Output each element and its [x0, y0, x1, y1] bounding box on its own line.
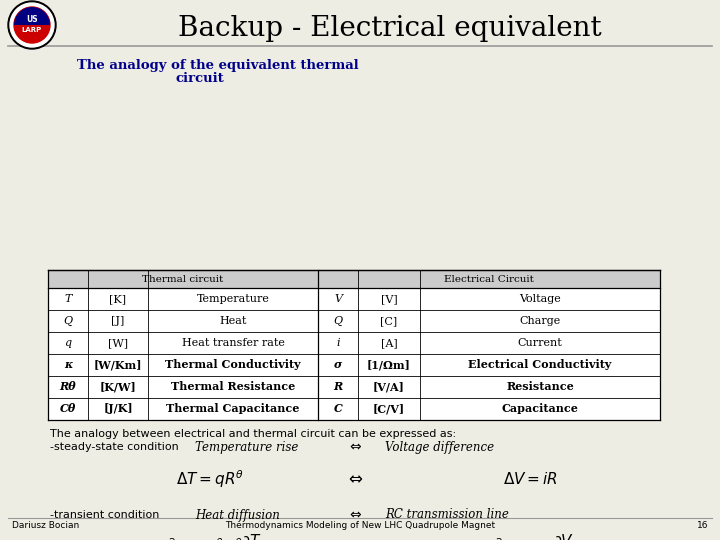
- Circle shape: [10, 3, 54, 47]
- Text: [K/W]: [K/W]: [99, 381, 136, 393]
- Bar: [318, 270, 660, 288]
- Text: [V/A]: [V/A]: [373, 381, 405, 393]
- Text: Thermal Conductivity: Thermal Conductivity: [165, 360, 301, 370]
- Text: Temperature: Temperature: [197, 294, 269, 304]
- Text: Resistance: Resistance: [506, 381, 574, 393]
- Text: V: V: [334, 294, 342, 304]
- Circle shape: [14, 7, 50, 43]
- Bar: [48, 376, 660, 398]
- Text: Heat transfer rate: Heat transfer rate: [181, 338, 284, 348]
- Text: Heat diffusion: Heat diffusion: [195, 509, 280, 522]
- Text: C: C: [333, 403, 343, 415]
- Bar: [48, 354, 660, 376]
- Text: σ: σ: [334, 360, 342, 370]
- Text: The analogy of the equivalent thermal: The analogy of the equivalent thermal: [77, 59, 359, 72]
- Text: [1/Ωm]: [1/Ωm]: [367, 360, 411, 370]
- Text: Electrical Circuit: Electrical Circuit: [444, 274, 534, 284]
- Text: Cθ: Cθ: [60, 403, 76, 415]
- Bar: [48, 332, 660, 354]
- Text: T: T: [64, 294, 72, 304]
- Text: Backup - Electrical equivalent: Backup - Electrical equivalent: [178, 15, 602, 42]
- Text: [W]: [W]: [108, 338, 128, 348]
- Text: Dariusz Bocian: Dariusz Bocian: [12, 522, 79, 530]
- Text: ⇔: ⇔: [349, 508, 361, 522]
- Text: Heat: Heat: [220, 316, 247, 326]
- Text: Thermal Resistance: Thermal Resistance: [171, 381, 295, 393]
- Text: [V]: [V]: [381, 294, 397, 304]
- Text: Temperature rise: Temperature rise: [195, 441, 298, 454]
- Text: Capacitance: Capacitance: [502, 403, 578, 415]
- Text: US: US: [26, 16, 38, 24]
- Text: [A]: [A]: [381, 338, 397, 348]
- Text: q: q: [64, 338, 71, 348]
- Text: The analogy between electrical and thermal circuit can be expressed as:: The analogy between electrical and therm…: [50, 429, 456, 439]
- Text: Thermal circuit: Thermal circuit: [143, 274, 224, 284]
- Text: Rθ: Rθ: [60, 381, 76, 393]
- Text: Voltage: Voltage: [519, 294, 561, 304]
- Text: Voltage difference: Voltage difference: [385, 441, 494, 454]
- Text: Electrical Conductivity: Electrical Conductivity: [468, 360, 612, 370]
- Text: $\Delta T = qR^{\theta}$: $\Delta T = qR^{\theta}$: [176, 468, 244, 490]
- Text: -steady-state condition: -steady-state condition: [50, 442, 179, 452]
- Text: i: i: [336, 338, 340, 348]
- Bar: [48, 270, 318, 288]
- Text: circuit: circuit: [176, 71, 225, 84]
- Text: ⇔: ⇔: [348, 470, 362, 488]
- Text: -transient condition: -transient condition: [50, 510, 159, 520]
- Circle shape: [8, 1, 56, 49]
- Text: Q: Q: [63, 316, 73, 326]
- Text: Thermal Capacitance: Thermal Capacitance: [166, 403, 300, 415]
- Text: [J]: [J]: [112, 316, 125, 326]
- Text: Current: Current: [518, 338, 562, 348]
- Text: LARP: LARP: [22, 27, 42, 33]
- Text: Thermodynamics Modeling of New LHC Quadrupole Magnet: Thermodynamics Modeling of New LHC Quadr…: [225, 522, 495, 530]
- Text: RC transmission line: RC transmission line: [385, 509, 509, 522]
- Bar: [48, 310, 660, 332]
- Text: $\nabla^2 T = R^{\theta}C^{\theta}\dfrac{\partial T}{\partial t}$: $\nabla^2 T = R^{\theta}C^{\theta}\dfrac…: [158, 532, 261, 540]
- Bar: [48, 288, 660, 310]
- Text: [W/Km]: [W/Km]: [94, 360, 143, 370]
- Text: κ: κ: [64, 360, 72, 370]
- Text: Charge: Charge: [519, 316, 561, 326]
- Text: 16: 16: [696, 522, 708, 530]
- Text: [C]: [C]: [380, 316, 397, 326]
- Text: $\nabla^2 V = RC\dfrac{\partial V}{\partial t}$: $\nabla^2 V = RC\dfrac{\partial V}{\part…: [485, 532, 575, 540]
- Text: [J/K]: [J/K]: [103, 403, 132, 415]
- Text: ⇔: ⇔: [349, 440, 361, 454]
- Text: $\Delta V = iR$: $\Delta V = iR$: [503, 471, 557, 487]
- Text: R: R: [333, 381, 343, 393]
- Bar: [48, 398, 660, 420]
- Text: Q: Q: [333, 316, 343, 326]
- Text: [K]: [K]: [109, 294, 127, 304]
- Text: [C/V]: [C/V]: [373, 403, 405, 415]
- Wedge shape: [14, 7, 50, 25]
